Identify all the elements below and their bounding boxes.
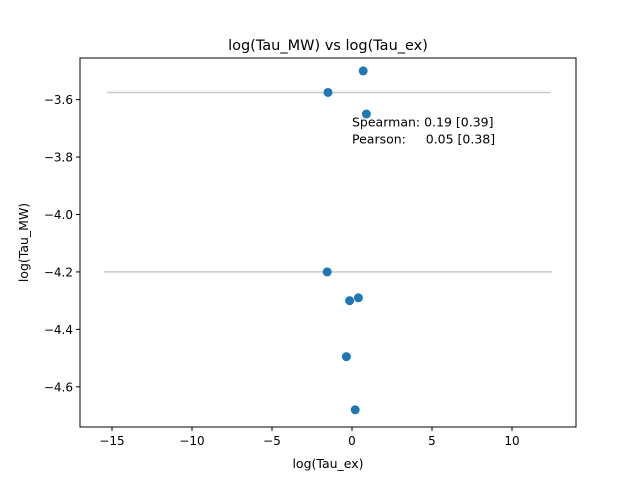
y-axis-ticks: −3.6 −3.8 −4.0 −4.2 −4.4 −4.6 [44, 93, 80, 394]
y-tick-label: −3.6 [44, 93, 73, 107]
data-point [345, 296, 355, 306]
x-tick-label: −5 [263, 434, 281, 448]
y-tick-label: −3.8 [44, 151, 73, 165]
data-point [323, 87, 333, 97]
data-point [353, 293, 363, 303]
plot-frame [79, 57, 577, 428]
x-tick-label: −15 [99, 434, 124, 448]
y-tick-label: −4.6 [44, 380, 73, 394]
x-tick-label: 5 [428, 434, 436, 448]
x-tick-label: −10 [179, 434, 204, 448]
data-point [341, 352, 351, 362]
x-tick-label: 10 [504, 434, 519, 448]
x-axis-ticks: −15 −10 −5 0 5 10 [99, 427, 520, 448]
data-point [322, 267, 332, 277]
annotation-spearman: Spearman: 0.19 [0.39] [352, 114, 493, 129]
y-axis-label: log(Tau_MW) [16, 203, 31, 282]
y-tick-label: −4.0 [44, 208, 73, 222]
data-point [358, 66, 368, 76]
y-tick-label: −4.2 [44, 265, 73, 279]
data-point [350, 405, 360, 415]
chart-title: log(Tau_MW) vs log(Tau_ex) [228, 38, 428, 54]
data-points [322, 66, 371, 415]
data-point [361, 109, 371, 119]
x-tick-label: 0 [348, 434, 356, 448]
x-axis-label: log(Tau_ex) [292, 456, 363, 471]
annotation-pearson: Pearson: 0.05 [0.38] [352, 131, 495, 146]
y-tick-label: −4.4 [44, 323, 73, 337]
